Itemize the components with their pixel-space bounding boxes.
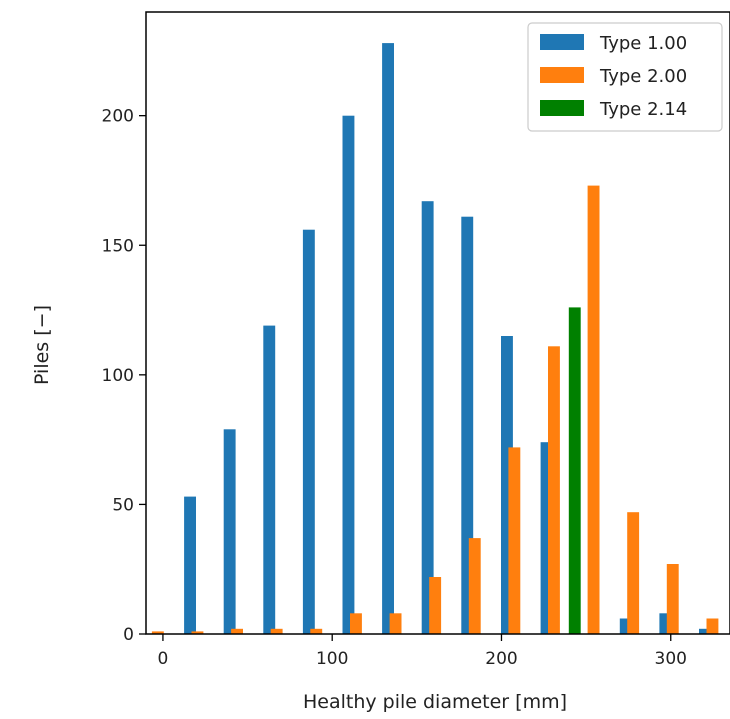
y-axis-ticks: 0 50 100 150 200 (102, 107, 146, 645)
bar-type-1-00-3 (302, 229, 315, 634)
bar-type-2-00-2 (231, 628, 243, 634)
y-tick-label-200: 200 (102, 107, 134, 127)
y-tick-label-150: 150 (102, 236, 134, 256)
bar-type-1-00-10 (619, 618, 632, 634)
bar-type-1-00-8 (501, 336, 513, 634)
bar-type-2-00-5 (350, 613, 362, 634)
bar-type-1-00-0 (184, 496, 196, 634)
legend-label-type-2-14: Type 2.14 (599, 99, 687, 120)
bar-type-1-00-2 (263, 325, 276, 634)
x-tick-label-300: 300 (655, 649, 687, 669)
bar-type-2-00-6 (389, 613, 402, 634)
y-tick-label-0: 0 (123, 625, 134, 645)
bar-type-2-00-0 (151, 631, 164, 634)
bar-type-1-00-6 (421, 201, 434, 634)
bar-type-2-00-14 (706, 618, 719, 634)
x-tick-label-0: 0 (158, 649, 169, 669)
legend-label-type-2-00: Type 2.00 (599, 66, 687, 87)
bars-layer (151, 43, 719, 635)
x-axis-title: Healthy pile diameter [mm] (303, 691, 567, 713)
bar-type-2-00-4 (310, 628, 323, 634)
legend: Type 1.00 Type 2.00 Type 2.14 (527, 22, 723, 132)
bar-type-1-00-12 (699, 628, 711, 634)
bar-type-2-00-9 (508, 447, 521, 634)
y-tick-label-50: 50 (112, 495, 134, 515)
bar-type-2-00-8 (468, 538, 481, 634)
bar-type-1-00-11 (659, 613, 672, 634)
y-axis-title: Piles [−] (31, 305, 53, 385)
y-tick-label-100: 100 (102, 366, 134, 386)
legend-swatch-type-2-14 (540, 100, 584, 116)
bar-type-1-00-1 (223, 429, 236, 634)
bar-type-2-00-10 (548, 346, 560, 634)
bar-type-1-00-7 (461, 216, 474, 634)
bar-type-2-00-1 (191, 631, 204, 634)
bar-type-2-14-0 (568, 307, 581, 634)
x-axis-ticks: 0 100 200 300 (158, 634, 687, 669)
bar-type-2-00-12 (627, 512, 640, 634)
x-tick-label-100: 100 (316, 649, 348, 669)
legend-label-type-1-00: Type 1.00 (599, 33, 687, 54)
bar-type-2-00-13 (666, 564, 679, 634)
bar-type-2-00-7 (429, 577, 442, 634)
bar-type-2-00-3 (270, 628, 283, 634)
bar-type-2-00-11 (587, 185, 600, 634)
bar-type-1-00-9 (540, 442, 553, 634)
x-tick-label-200: 200 (485, 649, 517, 669)
legend-swatch-type-2-00 (540, 67, 584, 83)
bar-type-1-00-4 (342, 115, 355, 634)
bar-type-1-00-5 (382, 43, 394, 635)
legend-swatch-type-1-00 (540, 34, 584, 50)
plot-frame (145, 11, 730, 635)
